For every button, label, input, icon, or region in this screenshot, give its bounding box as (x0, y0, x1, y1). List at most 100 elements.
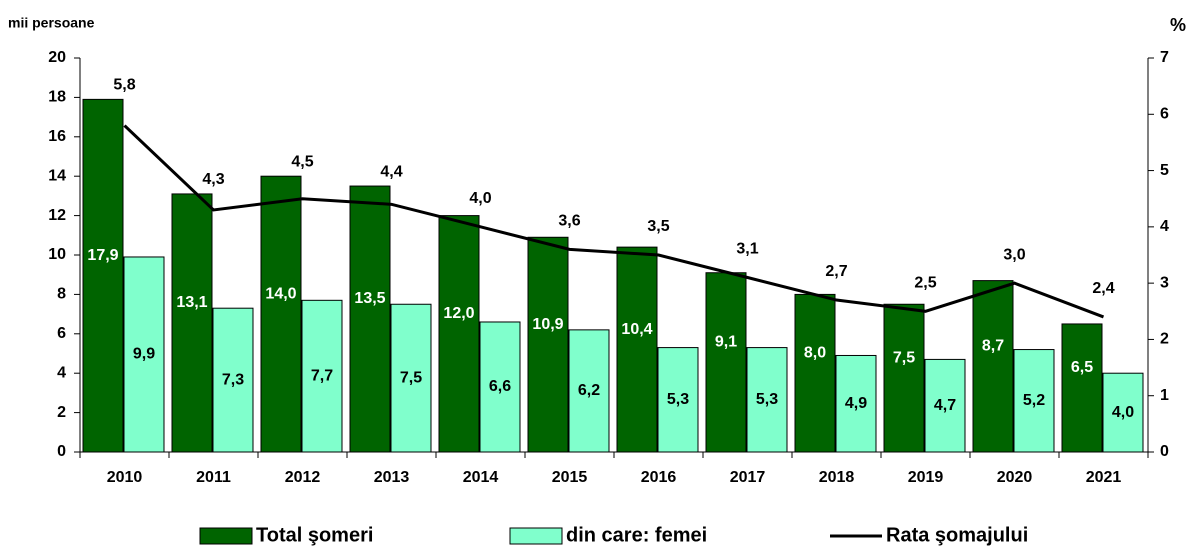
line-value-label: 4,5 (291, 153, 313, 170)
x-tick-label: 2011 (196, 469, 231, 486)
bar (883, 303, 925, 453)
bar (301, 299, 343, 453)
bar-value-label: 7,3 (222, 371, 244, 388)
y-tick-label: 0 (57, 443, 66, 460)
bar-value-label: 6,5 (1071, 359, 1093, 376)
bar (794, 293, 836, 453)
x-tick-label: 2015 (552, 469, 588, 486)
bar (657, 347, 699, 453)
bar (924, 358, 966, 453)
y2-tick-label: 1 (1160, 387, 1169, 404)
line-value-label: 4,0 (469, 190, 491, 207)
bar (972, 280, 1014, 453)
y-tick-label: 4 (57, 364, 66, 381)
line-value-label: 3,1 (736, 241, 758, 258)
bar-value-label: 7,7 (311, 367, 333, 384)
bar (479, 321, 521, 453)
bar (746, 347, 788, 453)
x-tick-label: 2012 (285, 469, 321, 486)
line (123, 124, 1105, 319)
bar (1061, 323, 1103, 453)
line-value-label: 2,7 (825, 263, 847, 280)
bar-value-label: 4,7 (934, 397, 956, 414)
y2-tick-label: 0 (1160, 443, 1169, 460)
bar (390, 303, 432, 453)
line-value-label: 4,3 (202, 171, 224, 188)
legend-swatch (199, 527, 253, 545)
bar-value-label: 10,4 (621, 321, 652, 338)
x-tick-label: 2017 (730, 469, 766, 486)
bar-value-label: 17,9 (87, 247, 118, 264)
x-tick-label: 2016 (641, 469, 677, 486)
y-axis-label: mii persoane (8, 15, 95, 31)
bar-value-label: 8,0 (804, 344, 826, 361)
bar-value-label: 5,2 (1023, 392, 1045, 409)
y2-tick-label: 5 (1160, 162, 1169, 179)
y-tick-label: 16 (48, 128, 66, 145)
bar (705, 272, 747, 453)
bar-value-label: 13,1 (176, 294, 207, 311)
y2-tick-label: 2 (1160, 331, 1169, 348)
x-tick-label: 2014 (463, 469, 499, 486)
y-tick-label: 10 (48, 246, 66, 263)
x-tick-label: 2010 (107, 469, 143, 486)
bar-value-label: 9,9 (133, 346, 155, 363)
bar-value-label: 4,9 (845, 395, 867, 412)
legend-label: din care: femei (566, 524, 707, 546)
bar (835, 354, 877, 453)
bar-value-label: 6,2 (578, 382, 600, 399)
y-tick-label: 12 (48, 207, 66, 224)
bar (82, 98, 124, 453)
bar-value-label: 7,5 (400, 369, 422, 386)
bar (568, 329, 610, 453)
bar (212, 307, 254, 453)
bar (438, 215, 480, 453)
bar-value-label: 5,3 (756, 391, 778, 408)
bar-value-label: 13,5 (354, 290, 385, 307)
bar-value-label: 6,6 (489, 378, 511, 395)
line-value-label: 2,4 (1092, 280, 1114, 297)
bar-value-label: 10,9 (532, 316, 563, 333)
x-tick-label: 2019 (908, 469, 944, 486)
bar (123, 256, 165, 453)
bar (1102, 372, 1144, 453)
y-tick-label: 18 (48, 89, 66, 106)
bar-value-label: 12,0 (443, 305, 474, 322)
bar (616, 246, 658, 453)
bar (171, 193, 213, 453)
y2-axis-label: % (1170, 15, 1186, 35)
y-tick-label: 2 (57, 404, 66, 421)
bar (349, 185, 391, 453)
bar (527, 236, 569, 453)
bar-value-label: 8,7 (982, 338, 1004, 355)
bar-value-label: 4,0 (1112, 404, 1134, 421)
bar-value-label: 5,3 (667, 391, 689, 408)
y-tick-label: 6 (57, 325, 66, 342)
line-value-label: 2,5 (914, 275, 936, 292)
y-tick-label: 20 (48, 49, 66, 66)
x-tick-label: 2021 (1086, 469, 1122, 486)
bar-value-label: 14,0 (265, 285, 296, 302)
line-value-label: 3,5 (647, 218, 669, 235)
legend-label: Rata şomajului (886, 524, 1028, 546)
y-tick-label: 8 (57, 286, 66, 303)
bar-value-label: 9,1 (715, 334, 737, 351)
legend-label: Total şomeri (256, 524, 373, 546)
y2-tick-label: 6 (1160, 106, 1169, 123)
x-tick-label: 2013 (374, 469, 410, 486)
y-tick-label: 14 (48, 167, 66, 184)
x-tick-label: 2018 (819, 469, 855, 486)
y2-tick-label: 3 (1160, 274, 1169, 291)
y2-tick-label: 4 (1160, 218, 1169, 235)
line-value-label: 3,0 (1003, 246, 1025, 263)
legend-swatch (509, 527, 563, 545)
x-tick-label: 2020 (997, 469, 1033, 486)
line-value-label: 5,8 (113, 77, 135, 94)
y2-tick-label: 7 (1160, 49, 1169, 66)
line-value-label: 3,6 (558, 213, 580, 230)
bar-value-label: 7,5 (893, 349, 915, 366)
bar (260, 175, 302, 453)
line-value-label: 4,4 (380, 163, 402, 180)
bar (1013, 349, 1055, 453)
